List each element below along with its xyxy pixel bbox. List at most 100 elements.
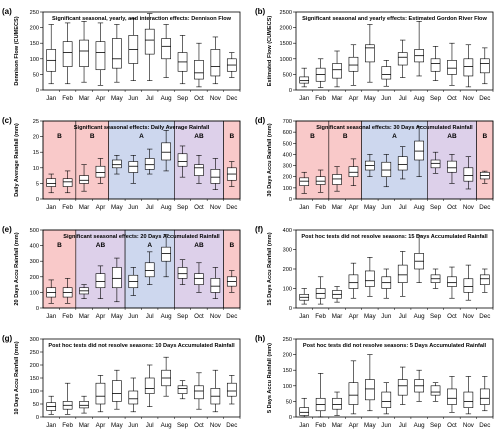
x-tick-label: Jan	[46, 95, 57, 102]
y-tick-label: 1500	[280, 41, 292, 47]
x-tick-label: Mar	[332, 422, 343, 429]
x-tick-label: May	[111, 204, 124, 211]
x-tick-label: Jul	[399, 313, 407, 320]
box-iqr	[177, 385, 188, 394]
y-tick-label: 50	[33, 72, 39, 78]
box-feb	[315, 373, 326, 418]
y-tick-label: 150	[283, 368, 292, 374]
box-mar	[79, 21, 89, 83]
season-label: B	[90, 133, 95, 140]
plot-frame	[295, 11, 494, 91]
box-dec	[226, 161, 237, 187]
box-iqr	[177, 153, 188, 167]
box-nov	[463, 156, 474, 190]
box-iqr	[161, 38, 171, 60]
x-tick-label: Mar	[79, 204, 90, 211]
y-tick-label: 250	[283, 337, 292, 343]
box-iqr	[210, 278, 221, 293]
box-apr	[348, 262, 359, 299]
box-nov	[463, 264, 474, 301]
y-tick-label: 300	[30, 337, 39, 343]
box-jul	[397, 251, 408, 297]
box-sep	[430, 268, 441, 289]
x-tick-label: Sep	[177, 204, 189, 211]
x-tick-label: Dec	[226, 95, 237, 102]
x-tick-label: Feb	[315, 422, 326, 429]
box-dec	[479, 376, 490, 412]
x-tick-label: Aug	[414, 422, 426, 429]
box-iqr	[161, 142, 171, 161]
box-jul	[144, 251, 155, 285]
x-tick-label: Jun	[381, 95, 392, 102]
panel-d: B B A AB B (d) Significant seasonal effects: 3…	[255, 116, 494, 211]
x-tick-label: Apr	[349, 95, 359, 102]
x-tick-label: Feb	[62, 422, 73, 429]
box-jun	[128, 267, 139, 296]
y-tick-label: 0	[289, 415, 292, 421]
box-aug	[414, 235, 424, 283]
season-label: B	[57, 242, 62, 249]
y-axis-label: 30 Days Accu Rainfall (mm)	[267, 123, 273, 196]
x-tick-label: May	[111, 313, 124, 320]
y-tick-label: 10	[33, 166, 39, 172]
box-oct	[194, 42, 204, 88]
y-tick-label: 25	[33, 119, 39, 125]
box-jul	[144, 364, 155, 407]
box-iqr	[62, 178, 73, 187]
y-tick-label: 200	[30, 26, 39, 32]
box-jun	[128, 17, 139, 81]
box-feb	[62, 382, 73, 415]
box-may	[365, 256, 375, 297]
box-iqr	[463, 167, 474, 182]
box-nov	[210, 267, 221, 299]
x-tick-label: Jan	[299, 204, 310, 211]
y-tick-label: 15	[33, 150, 39, 156]
box-iqr	[365, 379, 375, 401]
box-iqr	[128, 161, 139, 173]
box-apr	[95, 265, 106, 299]
box-feb	[315, 169, 326, 193]
box-mar	[79, 164, 89, 192]
x-tick-label: Nov	[463, 313, 475, 320]
box-iqr	[144, 377, 155, 394]
y-tick-label: 1000	[280, 57, 292, 63]
panel-g: (g) Post hoc tests did not resolve season…	[2, 334, 241, 429]
x-tick-label: Oct	[194, 313, 204, 320]
y-tick-label: 0	[36, 415, 39, 421]
box-iqr	[381, 161, 392, 178]
box-iqr	[194, 385, 204, 400]
x-tick-label: May	[111, 95, 124, 102]
box-apr	[95, 158, 106, 184]
box-nov	[210, 158, 221, 190]
y-tick-label: 700	[283, 119, 292, 125]
x-tick-label: Aug	[414, 313, 426, 320]
box-apr	[95, 22, 106, 86]
y-tick-label: 0	[36, 197, 39, 203]
x-tick-label: Apr	[349, 204, 359, 211]
box-iqr	[226, 382, 237, 397]
box-iqr	[161, 246, 171, 262]
box-nov	[463, 376, 474, 415]
x-tick-label: Jul	[146, 95, 154, 102]
x-tick-label: Feb	[62, 313, 73, 320]
y-axis-label: 20 Days Accu Rainfall (mm)	[14, 232, 20, 305]
x-tick-label: Nov	[463, 204, 475, 211]
box-jan	[299, 397, 310, 418]
box-may	[365, 154, 375, 178]
box-iqr	[315, 176, 326, 185]
x-tick-label: Jun	[381, 204, 392, 211]
y-tick-label: 100	[30, 57, 39, 63]
x-tick-label: Jan	[46, 204, 57, 211]
box-iqr	[430, 159, 441, 169]
box-dec	[479, 170, 490, 184]
panel-b: (b) Significant seasonal and yearly effec…	[255, 7, 494, 102]
box-iqr	[79, 39, 89, 67]
box-oct	[194, 372, 204, 410]
box-oct	[447, 42, 457, 86]
box-dec	[479, 268, 490, 293]
x-tick-label: Oct	[194, 95, 204, 102]
box-dec	[479, 47, 490, 85]
box-jan	[299, 171, 310, 194]
box-feb	[62, 278, 73, 304]
